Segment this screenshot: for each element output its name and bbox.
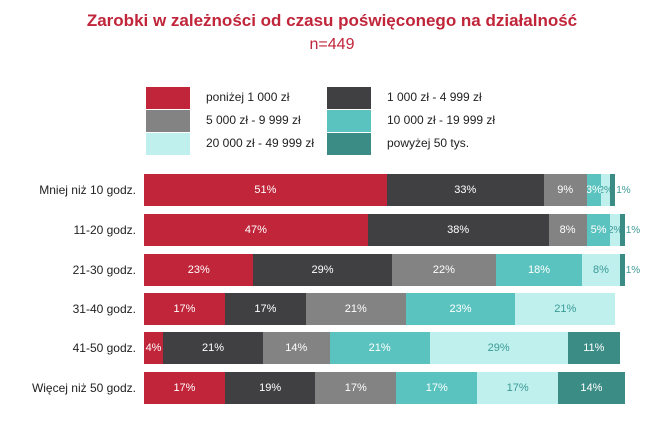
bar-value-label: 11% (583, 341, 605, 354)
bar-segment: 14% (558, 372, 625, 404)
bar-segment: 38% (367, 214, 549, 246)
bar-value-label: 3% (586, 183, 601, 196)
bar-segment: 21% (329, 332, 430, 364)
bar-value-label: 23% (187, 263, 210, 276)
bar-value-label: 5% (590, 223, 607, 236)
bar-value-label: 21% (554, 302, 577, 315)
bar-segment: 2% (610, 214, 620, 246)
bar-segment: 51% (144, 174, 387, 206)
bar-segment: 47% (144, 214, 368, 246)
bar-value-label: 1% (625, 264, 641, 276)
chart-subtitle: n=449 (309, 36, 355, 53)
bar-value-label: 21% (201, 341, 225, 354)
bar-segment: 8% (548, 214, 587, 246)
bar-segment: 11% (567, 332, 620, 364)
bar-segment: 17% (144, 293, 225, 325)
bar-value-label: 1% (616, 184, 631, 196)
legend-swatch (327, 133, 371, 155)
chart-title: Zarobki w zależności od czasu poświęcone… (86, 11, 578, 30)
bar-segment: 29% (253, 254, 392, 286)
legend-label: poniżej 1 000 zł (206, 90, 290, 104)
bar-segment: 18% (496, 254, 582, 286)
bar-value-label: 18% (528, 263, 551, 276)
bar-value-label: 17% (344, 381, 367, 394)
legend-label: 20 000 zł - 49 999 zł (206, 136, 315, 150)
bar-segment: 9% (543, 174, 587, 206)
bar-value-label: 14% (580, 381, 603, 394)
bar-segment: 23% (405, 293, 516, 325)
bar-value-label: 4% (145, 341, 162, 354)
category-label: 31-40 godz. (72, 302, 136, 316)
bar-segment: 17% (477, 372, 559, 404)
bar-value-label: 8% (592, 263, 609, 276)
legend-swatch (146, 133, 190, 155)
bar-value-label: 19% (259, 381, 282, 394)
legend-label: 10 000 zł - 19 999 zł (387, 113, 496, 127)
bar-segment: 3% (586, 174, 601, 206)
bar-segment: 14% (263, 332, 330, 364)
bar-value-label: 2% (610, 224, 620, 236)
category-label: 21-30 godz. (72, 263, 136, 277)
bar-value-label: 1% (625, 224, 641, 236)
bar-segment: 17% (315, 372, 397, 404)
legend-swatch (146, 87, 190, 109)
bar-segment: 1% (620, 254, 640, 286)
bar-value-label: 8% (559, 223, 576, 236)
bar-value-label: 17% (506, 381, 529, 394)
bar-segment: 23% (144, 254, 254, 286)
bar-segment: 1% (620, 214, 640, 246)
bar-value-label: 38% (447, 223, 470, 236)
bar-segment: 8% (581, 254, 620, 286)
bar-segment: 21% (515, 293, 616, 325)
bar-value-label: 23% (449, 302, 472, 315)
category-label: Mniej niż 10 godz. (39, 183, 136, 197)
bar-segment: 17% (224, 293, 306, 325)
bar-value-label: 47% (244, 223, 267, 236)
bar-value-label: 22% (432, 263, 455, 276)
bar-segment: 21% (305, 293, 406, 325)
bar-segment: 4% (144, 332, 164, 364)
bar-value-label: 9% (557, 183, 574, 196)
bar-segment: 22% (391, 254, 497, 286)
bar-segment: 1% (610, 174, 631, 206)
bar-value-label: 51% (254, 183, 277, 196)
bar-segment: 21% (163, 332, 263, 364)
bar-value-label: 2% (600, 184, 611, 196)
bar-segment: 17% (396, 372, 478, 404)
bar-value-label: 17% (173, 381, 196, 394)
category-label: Więcej niż 50 godz. (31, 381, 136, 395)
category-label: 11-20 godz. (73, 223, 137, 237)
legend-swatch (327, 110, 371, 132)
legend-label: 1 000 zł - 4 999 zł (387, 90, 482, 104)
category-label: 41-50 godz. (72, 341, 136, 355)
legend-label: powyżej 50 tys. (387, 136, 470, 150)
legend-label: 5 000 zł - 9 999 zł (206, 113, 301, 127)
bar-value-label: 17% (173, 302, 196, 315)
bar-value-label: 17% (425, 381, 448, 394)
bar-value-label: 21% (368, 341, 391, 354)
bar-value-label: 14% (285, 341, 308, 354)
bar-segment: 19% (224, 372, 316, 404)
legend-swatch (327, 87, 371, 109)
bar-value-label: 17% (254, 302, 277, 315)
bar-segment: 29% (429, 332, 568, 364)
bar-segment: 2% (600, 174, 611, 206)
legend-swatch (146, 110, 190, 132)
bar-value-label: 29% (487, 341, 510, 354)
bar-segment: 33% (386, 174, 544, 206)
bar-segment: 17% (144, 372, 225, 404)
bar-value-label: 29% (311, 263, 334, 276)
bar-segment: 5% (586, 214, 611, 246)
bar-value-label: 21% (344, 302, 367, 315)
bar-value-label: 33% (454, 183, 477, 196)
